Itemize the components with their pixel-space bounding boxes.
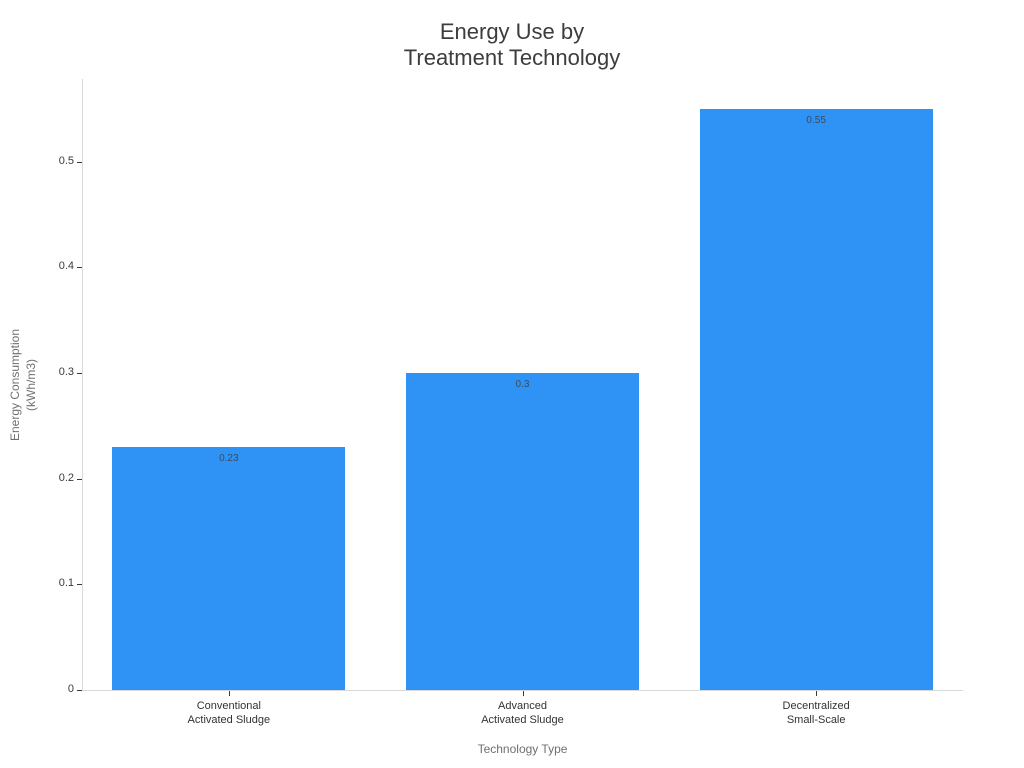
chart-title: Energy Use by Treatment Technology <box>403 19 621 70</box>
plot-area: 0 0.1 0.2 0.3 0.4 0.5 0.23 0.3 0.55 Conventiona… <box>59 79 963 726</box>
x-axis-title: Technology Type <box>477 742 568 756</box>
y-tick-mark <box>77 690 82 691</box>
x-tick-mark <box>228 691 230 696</box>
bar-value-label: 0.23 <box>219 452 239 464</box>
y-axis-line <box>82 79 83 691</box>
y-tick-mark <box>77 267 82 269</box>
bar <box>699 108 933 690</box>
x-tick-mark <box>522 691 524 696</box>
y-tick-label: 0.2 <box>58 471 74 484</box>
bar-value-label: 0.55 <box>806 114 826 126</box>
y-tick-mark <box>77 478 82 480</box>
y-tick-mark <box>77 372 82 374</box>
x-tick-mark <box>816 691 818 696</box>
bar <box>406 372 639 690</box>
x-axis-line <box>82 690 963 691</box>
x-category-label: Conventional Activated Sludge <box>187 700 271 726</box>
x-category-label: Decentralized Small-Scale <box>782 700 850 726</box>
y-tick-label: 0.1 <box>58 577 74 590</box>
x-category-label: Advanced Activated Sludge <box>481 700 564 726</box>
y-tick-label: 0 <box>67 683 74 695</box>
bar <box>112 446 346 690</box>
y-tick-label: 0.4 <box>58 260 74 273</box>
y-tick-mark <box>77 584 82 586</box>
bar-value-label: 0.3 <box>515 378 530 390</box>
y-tick-mark <box>77 161 82 163</box>
y-tick-label: 0.5 <box>58 154 74 167</box>
y-axis-title: Energy Consumption (kWh/m3) <box>8 328 38 442</box>
y-tick-label: 0.3 <box>58 365 74 378</box>
